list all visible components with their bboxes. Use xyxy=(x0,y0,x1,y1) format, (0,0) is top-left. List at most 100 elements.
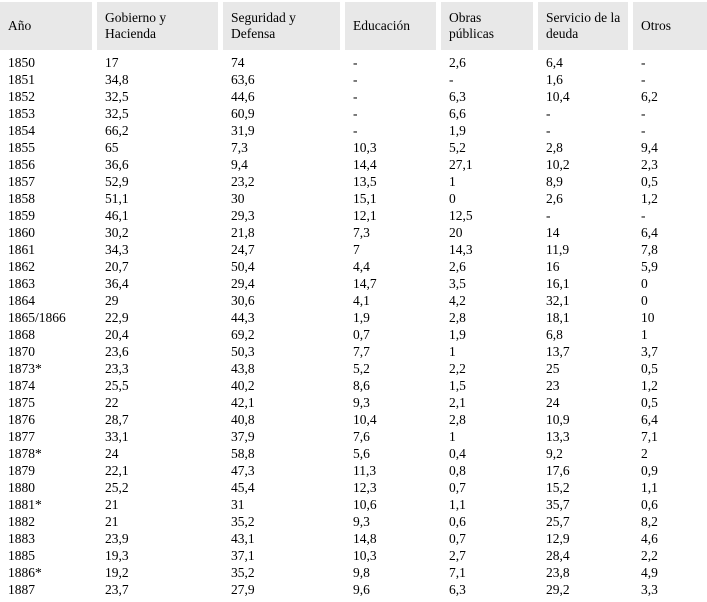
value-cell-otros: 3,7 xyxy=(628,343,707,360)
table-header: Año Gobierno y Hacienda Seguridad y Defens… xyxy=(0,2,707,50)
value-cell-servicio-deuda: 9,2 xyxy=(533,445,628,462)
value-cell-obras-publicas: 1,5 xyxy=(436,377,533,394)
table-row: 1860 30,2 21,8 7,3 20 14 6,4 xyxy=(0,224,707,241)
value-cell-seguridad-defensa: 43,1 xyxy=(218,530,340,547)
value-cell-obras-publicas: 0,8 xyxy=(436,462,533,479)
value-cell-gobierno-hacienda: 51,1 xyxy=(92,190,218,207)
value-cell-gobierno-hacienda: 20,7 xyxy=(92,258,218,275)
value-cell-otros: - xyxy=(628,71,707,88)
value-cell-educacion: 10,3 xyxy=(340,547,436,564)
value-cell-educacion: 14,7 xyxy=(340,275,436,292)
value-cell-otros: 0,6 xyxy=(628,496,707,513)
value-cell-educacion: 9,8 xyxy=(340,564,436,581)
value-cell-gobierno-hacienda: 32,5 xyxy=(92,88,218,105)
value-cell-servicio-deuda: 8,9 xyxy=(533,173,628,190)
year-cell: 1852 xyxy=(8,89,35,104)
value-cell-servicio-deuda: 10,9 xyxy=(533,411,628,428)
value-cell-servicio-deuda: 17,6 xyxy=(533,462,628,479)
value-cell-gobierno-hacienda: 22,1 xyxy=(92,462,218,479)
year-cell: 1881* xyxy=(8,497,42,512)
value-cell-seguridad-defensa: 50,3 xyxy=(218,343,340,360)
value-cell-obras-publicas: 2,1 xyxy=(436,394,533,411)
value-cell-servicio-deuda: 10,2 xyxy=(533,156,628,173)
year-cell: 1855 xyxy=(8,140,35,155)
value-cell-gobierno-hacienda: 23,7 xyxy=(92,581,218,598)
value-cell-obras-publicas: - xyxy=(436,71,533,88)
value-cell-obras-publicas: 0 xyxy=(436,190,533,207)
table-row: 1865/1866 22,9 44,3 1,9 2,8 18,1 10 xyxy=(0,309,707,326)
value-cell-seguridad-defensa: 29,4 xyxy=(218,275,340,292)
value-cell-educacion: 4,4 xyxy=(340,258,436,275)
value-cell-otros: - xyxy=(628,207,707,224)
value-cell-gobierno-hacienda: 25,2 xyxy=(92,479,218,496)
value-cell-servicio-deuda: 18,1 xyxy=(533,309,628,326)
value-cell-otros: - xyxy=(628,122,707,139)
value-cell-educacion: 14,8 xyxy=(340,530,436,547)
value-cell-educacion: 11,3 xyxy=(340,462,436,479)
value-cell-gobierno-hacienda: 34,3 xyxy=(92,241,218,258)
year-cell: 1858 xyxy=(8,191,35,206)
value-cell-gobierno-hacienda: 33,1 xyxy=(92,428,218,445)
value-cell-servicio-deuda: 1,6 xyxy=(533,71,628,88)
value-cell-seguridad-defensa: 69,2 xyxy=(218,326,340,343)
value-cell-educacion: - xyxy=(340,71,436,88)
value-cell-otros: 10 xyxy=(628,309,707,326)
year-cell: 1868 xyxy=(8,327,35,342)
column-header-educacion: Educación xyxy=(340,2,436,50)
value-cell-seguridad-defensa: 44,3 xyxy=(218,309,340,326)
value-cell-servicio-deuda: 25 xyxy=(533,360,628,377)
value-cell-servicio-deuda: 12,9 xyxy=(533,530,628,547)
value-cell-obras-publicas: 12,5 xyxy=(436,207,533,224)
value-cell-educacion: 7,3 xyxy=(340,224,436,241)
value-cell-educacion: 12,1 xyxy=(340,207,436,224)
value-cell-otros: 2,2 xyxy=(628,547,707,564)
value-cell-otros: 6,4 xyxy=(628,224,707,241)
value-cell-gobierno-hacienda: 32,5 xyxy=(92,105,218,122)
table-row: 1864 29 30,6 4,1 4,2 32,1 0 xyxy=(0,292,707,309)
year-cell: 1850 xyxy=(8,55,35,70)
value-cell-otros: 3,3 xyxy=(628,581,707,598)
value-cell-gobierno-hacienda: 36,4 xyxy=(92,275,218,292)
year-cell: 1886* xyxy=(8,565,42,580)
value-cell-gobierno-hacienda: 17 xyxy=(92,50,218,71)
value-cell-obras-publicas: 1,9 xyxy=(436,326,533,343)
value-cell-servicio-deuda: 14 xyxy=(533,224,628,241)
value-cell-obras-publicas: 6,3 xyxy=(436,88,533,105)
value-cell-seguridad-defensa: 47,3 xyxy=(218,462,340,479)
value-cell-servicio-deuda: 28,4 xyxy=(533,547,628,564)
value-cell-seguridad-defensa: 21,8 xyxy=(218,224,340,241)
value-cell-servicio-deuda: - xyxy=(533,207,628,224)
value-cell-educacion: 14,4 xyxy=(340,156,436,173)
table-row: 1886* 19,2 35,2 9,8 7,1 23,8 4,9 xyxy=(0,564,707,581)
value-cell-obras-publicas: 1,1 xyxy=(436,496,533,513)
column-header-otros: Otros xyxy=(628,2,707,50)
value-cell-servicio-deuda: 25,7 xyxy=(533,513,628,530)
value-cell-obras-publicas: 0,6 xyxy=(436,513,533,530)
table-row: 1853 32,5 60,9-6,6- - xyxy=(0,105,707,122)
value-cell-seguridad-defensa: 63,6 xyxy=(218,71,340,88)
table-row: 1873* 23,3 43,8 5,2 2,2 25 0,5 xyxy=(0,360,707,377)
table-row: 1883 23,9 43,1 14,8 0,7 12,9 4,6 xyxy=(0,530,707,547)
value-cell-educacion: 15,1 xyxy=(340,190,436,207)
value-cell-educacion: 7,7 xyxy=(340,343,436,360)
table-row: 1876 28,7 40,8 10,4 2,8 10,9 6,4 xyxy=(0,411,707,428)
value-cell-obras-publicas: 2,2 xyxy=(436,360,533,377)
column-header-obras-publicas: Obras públicas xyxy=(436,2,533,50)
value-cell-seguridad-defensa: 40,2 xyxy=(218,377,340,394)
value-cell-obras-publicas: 3,5 xyxy=(436,275,533,292)
value-cell-gobierno-hacienda: 20,4 xyxy=(92,326,218,343)
value-cell-otros: 6,2 xyxy=(628,88,707,105)
value-cell-servicio-deuda: 35,7 xyxy=(533,496,628,513)
value-cell-obras-publicas: 0,7 xyxy=(436,530,533,547)
value-cell-obras-publicas: 2,8 xyxy=(436,411,533,428)
value-cell-seguridad-defensa: 31 xyxy=(218,496,340,513)
year-cell: 1880 xyxy=(8,480,35,495)
table-row: 1857 52,9 23,2 13,5 1 8,9 0,5 xyxy=(0,173,707,190)
table-row: 1881* 21 31 10,6 1,1 35,7 0,6 xyxy=(0,496,707,513)
value-cell-servicio-deuda: 6,4 xyxy=(533,50,628,71)
value-cell-obras-publicas: 14,3 xyxy=(436,241,533,258)
value-cell-otros: 5,9 xyxy=(628,258,707,275)
value-cell-obras-publicas: 0,7 xyxy=(436,479,533,496)
value-cell-educacion: 7,6 xyxy=(340,428,436,445)
year-cell: 1851 xyxy=(8,72,35,87)
